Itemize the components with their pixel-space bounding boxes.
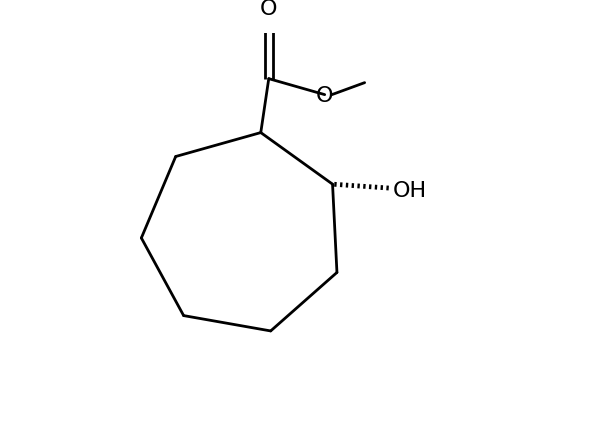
- Text: OH: OH: [392, 181, 427, 201]
- Text: O: O: [260, 0, 278, 19]
- Text: O: O: [316, 85, 333, 105]
